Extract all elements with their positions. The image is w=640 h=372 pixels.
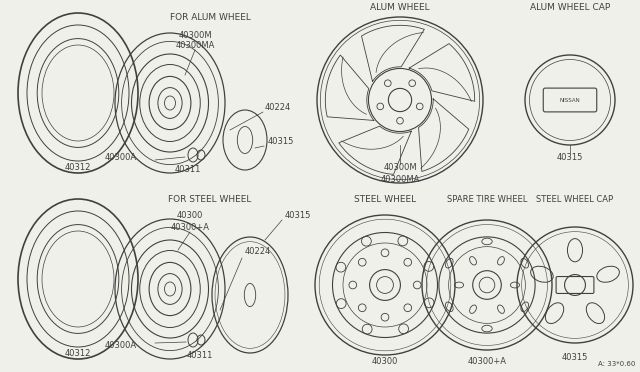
Text: 40312: 40312 xyxy=(65,350,91,359)
Text: 40224: 40224 xyxy=(265,103,291,112)
Text: STEEL WHEEL: STEEL WHEEL xyxy=(354,196,416,205)
Text: 40300: 40300 xyxy=(372,357,398,366)
Text: FOR STEEL WHEEL: FOR STEEL WHEEL xyxy=(168,196,252,205)
Text: 40224: 40224 xyxy=(245,247,271,257)
Text: 40315: 40315 xyxy=(562,353,588,362)
Text: ALUM WHEEL: ALUM WHEEL xyxy=(370,3,430,13)
Text: 40300M: 40300M xyxy=(178,31,212,39)
Text: NISSAN: NISSAN xyxy=(559,97,580,103)
Text: 40300: 40300 xyxy=(177,212,203,221)
Text: 40315: 40315 xyxy=(268,138,294,147)
Text: 40300MA: 40300MA xyxy=(175,42,214,51)
Text: SPARE TIRE WHEEL: SPARE TIRE WHEEL xyxy=(447,196,527,205)
Text: STEEL WHEEL CAP: STEEL WHEEL CAP xyxy=(536,196,614,205)
Text: 40315: 40315 xyxy=(557,154,583,163)
Text: FOR ALUM WHEEL: FOR ALUM WHEEL xyxy=(170,13,250,22)
Text: 40300A: 40300A xyxy=(105,154,137,163)
Text: 40311: 40311 xyxy=(187,350,213,359)
Text: 40312: 40312 xyxy=(65,164,91,173)
Text: A: 33*0.60: A: 33*0.60 xyxy=(598,361,635,367)
Text: 40300+A: 40300+A xyxy=(170,222,209,231)
Text: 40300A: 40300A xyxy=(105,340,137,350)
Text: 40300M: 40300M xyxy=(383,164,417,173)
Text: 40311: 40311 xyxy=(175,166,201,174)
Text: ALUM WHEEL CAP: ALUM WHEEL CAP xyxy=(530,3,610,13)
Text: 40300+A: 40300+A xyxy=(467,357,506,366)
Text: 40315: 40315 xyxy=(285,211,312,219)
Text: 40300MA: 40300MA xyxy=(380,174,420,183)
